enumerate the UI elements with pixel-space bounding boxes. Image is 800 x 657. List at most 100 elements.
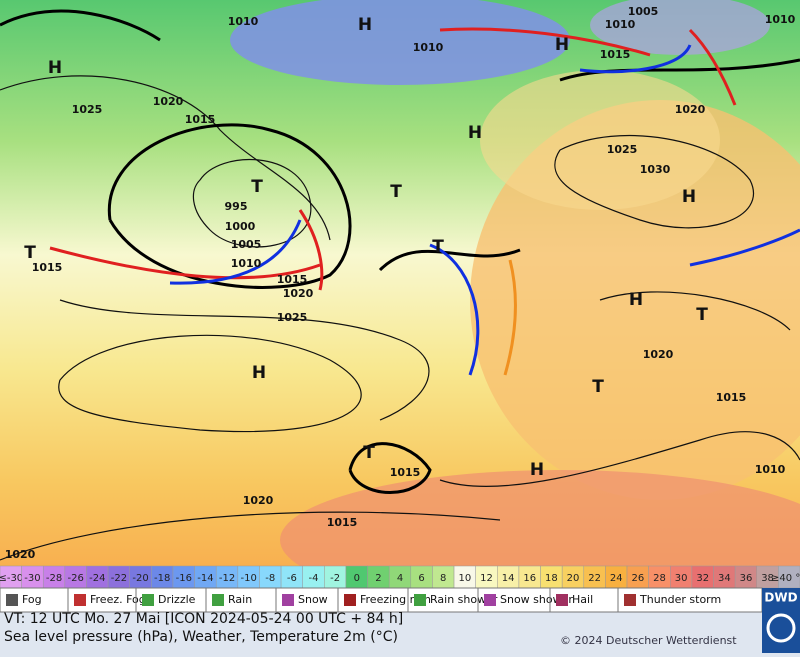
scale-label: ≤-30: [0, 573, 23, 584]
pressure-center: H: [530, 460, 544, 480]
pressure-center: H: [252, 363, 266, 383]
legend-label: Fog: [22, 593, 42, 606]
temperature-scale: ≤-30 -30 -28 -26 -24 -2 2 -20 -18 -16 -14 -12 -10 -8 -…: [0, 565, 800, 589]
pressure-label: 1020: [153, 95, 184, 108]
scale-label: 6: [418, 573, 424, 584]
weather-legend: Fog Freez. Fog Drizzle Rain Snow Freezing rai…: [6, 588, 721, 612]
legend-label: Rain shower: [430, 593, 498, 606]
pressure-label: 1015: [716, 391, 747, 404]
scale-label: 22: [588, 573, 601, 584]
legend-symbol: [484, 594, 496, 606]
pressure-center: T: [363, 443, 375, 463]
pressure-label: 1015: [32, 261, 63, 274]
scale-label: 24: [610, 573, 623, 584]
pressure-center: H: [468, 123, 482, 143]
scale-label: 34: [718, 573, 731, 584]
scale-label: 36: [740, 573, 753, 584]
scale-label: ≥40 °C: [771, 573, 800, 584]
legend-symbol: [6, 594, 18, 606]
scale-label: -8: [265, 573, 275, 584]
legend-symbol: [212, 594, 224, 606]
pressure-label: 1005: [231, 238, 262, 251]
map-labels: 1010101010101005101510101020102510151020…: [5, 5, 796, 561]
scale-label: -2: [330, 573, 340, 584]
pressure-center: T: [696, 305, 708, 325]
isobars: [0, 75, 800, 561]
description: Sea level pressure (hPa), Weather, Tempe…: [4, 629, 398, 645]
scale-label: 4: [397, 573, 403, 584]
pressure-label: 1010: [755, 463, 786, 476]
legend-label: Hail: [572, 593, 593, 606]
scale-label: -10: [240, 573, 256, 584]
pressure-label: 1025: [607, 143, 638, 156]
pressure-label: 1030: [640, 163, 671, 176]
pressure-label: 1015: [185, 113, 216, 126]
scale-label: 8: [440, 573, 446, 584]
pressure-label: 995: [225, 200, 248, 213]
scale-label: 10: [458, 573, 471, 584]
pressure-center: T: [251, 177, 263, 197]
legend-symbol: [282, 594, 294, 606]
legend-label: Snow: [298, 593, 328, 606]
pressure-label: 1025: [72, 103, 103, 116]
valid-time: VT: 12 UTC Mo. 27 Mai [ICON 2024-05-24 0…: [4, 611, 403, 627]
pressure-center: H: [629, 290, 643, 310]
legend-symbol: [344, 594, 356, 606]
pressure-label: 1020: [243, 494, 274, 507]
scale-label: -6: [287, 573, 297, 584]
pressure-label: 1015: [277, 273, 308, 286]
legend-symbol: [556, 594, 568, 606]
warm-area: [480, 70, 720, 210]
pressure-label: 1025: [277, 311, 308, 324]
legend-symbol: [142, 594, 154, 606]
scale-label: 14: [502, 573, 515, 584]
legend-symbol: [624, 594, 636, 606]
pressure-label: 1020: [5, 548, 36, 561]
legend-label: Freezing rain: [360, 593, 431, 606]
pressure-center: H: [48, 58, 62, 78]
pressure-label: 1015: [600, 48, 631, 61]
pressure-center: H: [682, 187, 696, 207]
legend-label: Freez. Fog: [90, 593, 146, 606]
pressure-center: T: [592, 377, 604, 397]
scale-label: 30: [675, 573, 688, 584]
scale-label: 2: [375, 573, 381, 584]
pressure-label: 1020: [675, 103, 706, 116]
scale-label: -14: [197, 573, 213, 584]
pressure-center: H: [555, 35, 569, 55]
scale-label: 16: [523, 573, 536, 584]
legend-symbol: [414, 594, 426, 606]
scale-label: -30: [24, 573, 40, 584]
scale-label: -12: [219, 573, 235, 584]
legend-label: Thunder storm: [639, 593, 721, 606]
legend-symbol: [74, 594, 86, 606]
pressure-label: 1020: [283, 287, 314, 300]
scale-label: 20: [567, 573, 580, 584]
pressure-center: T: [432, 237, 444, 257]
scale-label: -20: [132, 573, 148, 584]
copyright: © 2024 Deutscher Wetterdienst: [560, 634, 737, 647]
scale-label: 0: [354, 573, 360, 584]
pressure-label: 1020: [643, 348, 674, 361]
scale-label: 18: [545, 573, 558, 584]
pressure-label: 1010: [231, 257, 262, 270]
logo-text: DWD: [764, 591, 797, 605]
scale-label: 26: [631, 573, 644, 584]
pressure-label: 1010: [765, 13, 796, 26]
legend-label: Snow shower: [500, 593, 573, 606]
scale-label: 38: [761, 573, 774, 584]
legend-label: Drizzle: [158, 593, 196, 606]
scale-label: -26: [68, 573, 84, 584]
pressure-label: 1005: [628, 5, 659, 18]
scale-label: -24: [89, 573, 105, 584]
scale-label: -16: [176, 573, 192, 584]
scale-label: -28: [46, 573, 62, 584]
pressure-center: H: [358, 15, 372, 35]
scale-label: 12: [480, 573, 493, 584]
scale-label: -18: [154, 573, 170, 584]
pressure-center: T: [390, 182, 402, 202]
scale-label: 32: [696, 573, 709, 584]
logo-icon: [766, 613, 796, 643]
